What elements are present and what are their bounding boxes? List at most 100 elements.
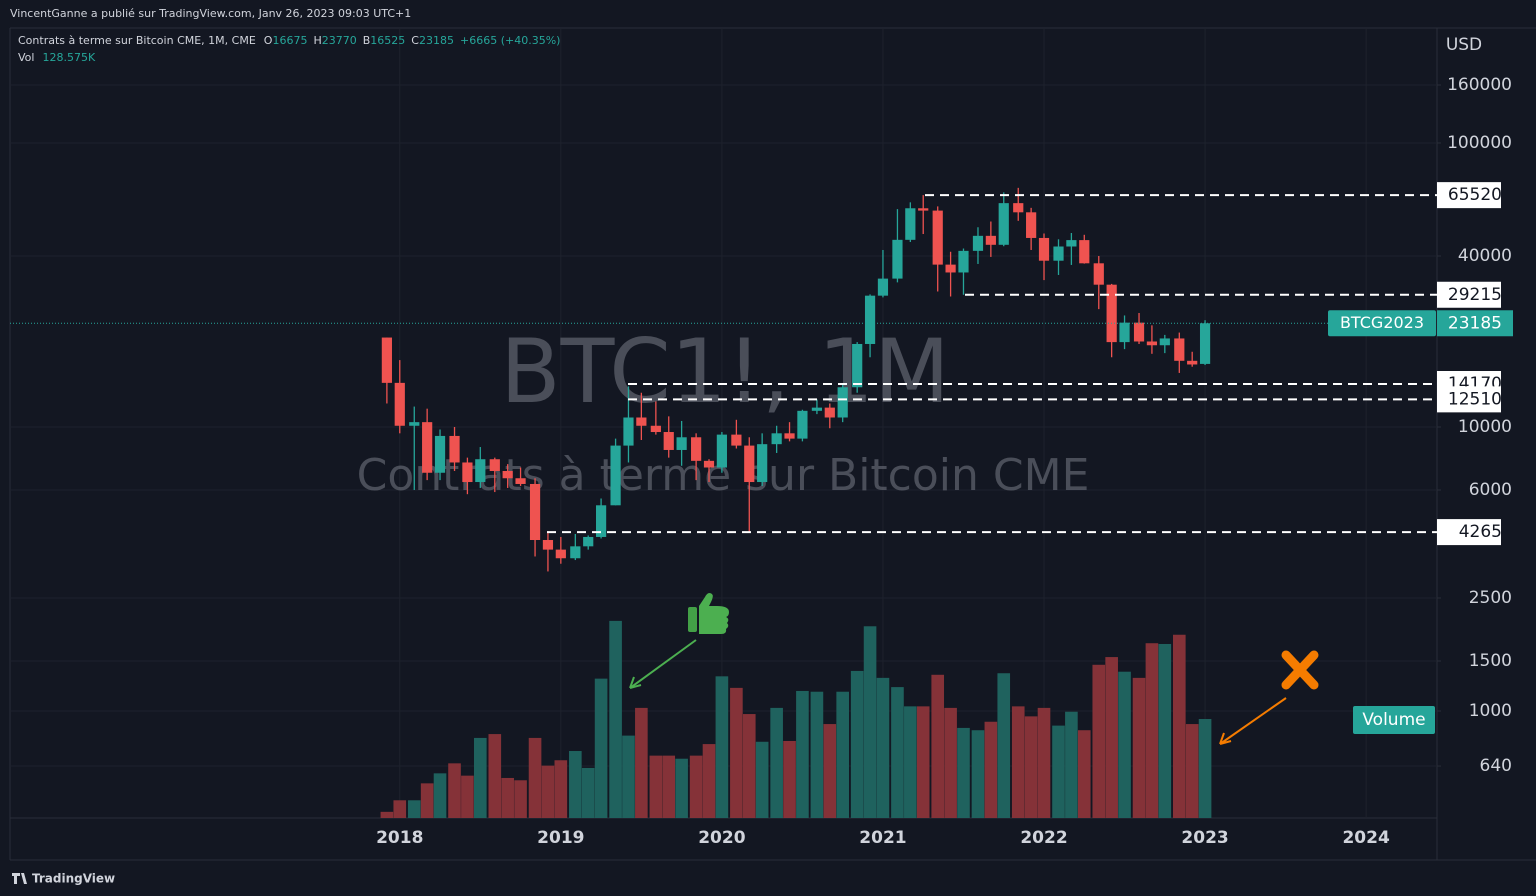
volume-bar (689, 755, 703, 818)
volume-bar (448, 763, 461, 818)
candle-body (877, 278, 889, 296)
legend-value: 16675 (272, 34, 307, 47)
x-tick-label: 2018 (376, 828, 423, 848)
volume-bar (863, 626, 877, 818)
volume-bar (876, 677, 890, 818)
candle-body (1038, 237, 1050, 261)
level-label: 12510 (1448, 389, 1502, 409)
last-price-box (1437, 310, 1513, 337)
candle-body (663, 432, 674, 450)
thumbs-up (699, 593, 729, 634)
candle-body (1187, 360, 1198, 365)
legend-key: C (411, 34, 419, 47)
candle-body (475, 459, 486, 483)
x-tick-label: 2021 (859, 828, 906, 848)
volume-bar (433, 773, 447, 818)
level-label-box (1437, 519, 1501, 546)
volume-bar (1092, 664, 1106, 818)
volume-bar (796, 690, 809, 818)
candle-body (409, 422, 420, 426)
volume-bar (1024, 716, 1038, 818)
volume-bar (541, 765, 555, 818)
legend-key: O (264, 34, 273, 47)
candle-body (529, 483, 541, 541)
legend-value: 16525 (370, 34, 405, 47)
y-tick-label: 100000 (1447, 133, 1512, 153)
candle-body (394, 382, 405, 426)
y-tick-label: 10000 (1458, 417, 1512, 437)
volume-bar (1145, 643, 1159, 818)
last-price-label: 23185 (1448, 313, 1502, 333)
symbol-box (1328, 310, 1436, 337)
level-label-box (1437, 281, 1501, 308)
volume-bar (742, 714, 756, 818)
candle-body (797, 410, 808, 439)
candle-body (422, 422, 433, 473)
volume-bar (931, 674, 945, 818)
level-label: 4265 (1459, 522, 1502, 542)
legend-line: Contrats à terme sur Bitcoin CME, 1M, CM… (18, 34, 560, 47)
candle-body (985, 235, 996, 245)
x-tick-label: 2024 (1342, 828, 1389, 848)
candle-body (1106, 284, 1117, 343)
candle-body (864, 295, 876, 344)
volume-bar (1185, 724, 1199, 818)
candle-body (1093, 263, 1104, 285)
level-label-box (1437, 386, 1501, 413)
watermark: BTC1!, 1M (500, 320, 950, 423)
candle-body (650, 425, 661, 433)
x-tick-label: 2019 (537, 828, 584, 848)
candle-body (1159, 338, 1170, 346)
volume-bar (622, 735, 635, 818)
volume-bar (393, 800, 407, 818)
volume-bar (984, 721, 998, 818)
volume-bar (1037, 707, 1051, 818)
volume-bar (957, 727, 970, 818)
candle-body (945, 264, 956, 273)
candle-body (570, 546, 581, 559)
volume-bar (662, 755, 676, 818)
candle-body (623, 417, 634, 446)
volume-bar (554, 760, 568, 818)
volume-bar (1198, 718, 1212, 818)
candle-body (1026, 212, 1037, 238)
volume-bar (891, 687, 904, 818)
arrow (1219, 697, 1287, 745)
symbol-label: BTCG2023 (1340, 313, 1424, 332)
volume-bar (473, 737, 487, 818)
volume-bar (380, 811, 394, 818)
volume-bar (770, 707, 783, 818)
legend-value: 23770 (322, 34, 357, 47)
volume-bar (850, 670, 864, 818)
annotations (629, 593, 1319, 745)
volume-bar (461, 775, 474, 818)
volume-bar (836, 691, 849, 818)
volume-bar (488, 734, 502, 818)
volume-bar (1172, 634, 1186, 818)
candle-body (703, 460, 715, 468)
volume-bar (1052, 725, 1065, 818)
candle-body (449, 435, 460, 463)
candle-body (636, 417, 647, 426)
volume-bar (1065, 711, 1078, 818)
volume-bar (783, 741, 796, 818)
cross-mark (1281, 650, 1319, 690)
volume-bar (1077, 730, 1091, 818)
y-tick-label: 1000 (1469, 701, 1512, 721)
candle-body (1053, 246, 1064, 261)
volume-badge-label: Volume (1362, 710, 1425, 730)
volume-bar (649, 755, 663, 818)
candle-body (1013, 203, 1024, 213)
candle-body (1079, 240, 1090, 264)
volume-legend-value: 128.575K (42, 51, 95, 64)
y-tick-label: 6000 (1469, 480, 1512, 500)
candle-body (502, 470, 513, 479)
volume-bar (702, 744, 716, 818)
candle-body (595, 505, 607, 537)
volume-bar (569, 751, 582, 818)
thumb-cuff (688, 607, 697, 632)
volume-bar (594, 678, 608, 818)
candle-body (462, 462, 473, 483)
